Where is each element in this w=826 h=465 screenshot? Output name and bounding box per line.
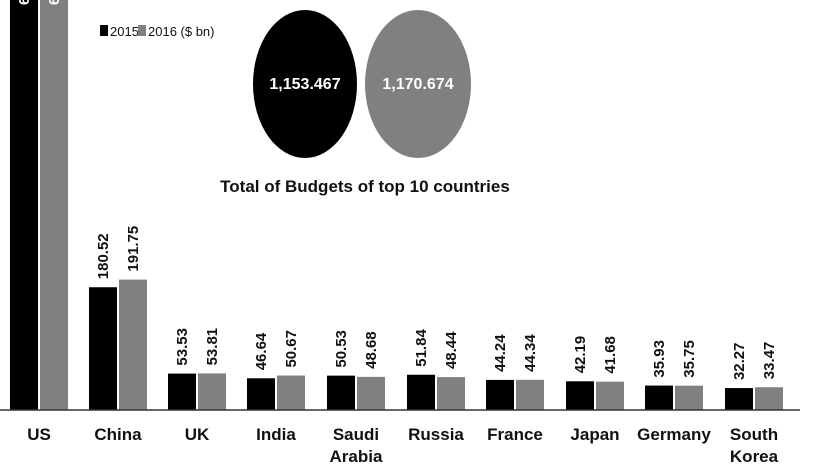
bar-japan-2016 xyxy=(596,381,624,410)
value-label-japan-2015: 42.19 xyxy=(572,336,589,374)
legend-label-2015: 2015 xyxy=(110,24,139,39)
legend-swatch-2016 xyxy=(138,25,146,36)
value-label-germany-2016: 35.75 xyxy=(681,340,698,378)
category-label-south-korea-line-2: Korea xyxy=(730,447,779,465)
value-label-us-2015: 615 xyxy=(16,0,33,5)
total-2015-value: 1,153.467 xyxy=(269,76,340,93)
category-label-saudi-arabia-line-2: Arabia xyxy=(330,447,383,465)
value-label-saudi-arabia-2016: 48.68 xyxy=(363,331,380,369)
value-label-china-2015: 180.52 xyxy=(95,233,112,279)
bar-russia-2016 xyxy=(437,377,465,410)
category-label-france: France xyxy=(487,425,543,444)
value-label-india-2015: 46.64 xyxy=(253,332,270,370)
totals-caption: Total of Budgets of top 10 countries xyxy=(220,177,510,196)
category-label-uk: UK xyxy=(185,425,210,444)
bar-south-korea-2015 xyxy=(725,388,753,410)
bar-us-2015 xyxy=(10,0,38,410)
bar-germany-2016 xyxy=(675,385,703,410)
totals-panel: 1,153.467 1,170.674 Total of Budgets of … xyxy=(220,10,510,196)
category-label-saudi-arabia-line-1: Saudi xyxy=(333,425,379,444)
bar-saudi-arabia-2016 xyxy=(357,376,385,410)
total-2016-circle xyxy=(365,10,471,158)
category-label-india: India xyxy=(256,425,296,444)
bar-saudi-arabia-2015 xyxy=(327,375,355,410)
value-label-germany-2015: 35.93 xyxy=(651,340,668,378)
value-label-japan-2016: 41.68 xyxy=(602,336,619,374)
value-label-france-2016: 44.34 xyxy=(522,334,539,372)
legend: 2015 2016 ($ bn) xyxy=(100,24,215,39)
value-label-south-korea-2016: 33.47 xyxy=(761,342,778,380)
category-labels-group: US China UK India Saudi Arabia Russia France Jap… xyxy=(27,425,778,465)
value-label-us-2016: 622 xyxy=(46,0,63,5)
total-2016-value: 1,170.674 xyxy=(382,76,453,93)
category-label-japan: Japan xyxy=(570,425,619,444)
value-label-uk-2015: 53.53 xyxy=(174,328,191,366)
bar-japan-2015 xyxy=(566,381,594,410)
legend-label-2016: 2016 ($ bn) xyxy=(148,24,215,39)
value-label-russia-2016: 48.44 xyxy=(443,331,460,369)
bar-china-2016 xyxy=(119,279,147,410)
value-labels-group: 615 622 180.52 191.75 53.53 53.81 46.64 50.67 50… xyxy=(16,0,778,380)
category-label-russia: Russia xyxy=(408,425,464,444)
category-label-china: China xyxy=(94,425,142,444)
value-label-france-2015: 44.24 xyxy=(492,334,509,372)
bar-russia-2015 xyxy=(407,374,435,410)
category-label-us: US xyxy=(27,425,51,444)
value-label-south-korea-2015: 32.27 xyxy=(731,343,748,381)
legend-swatch-2015 xyxy=(100,25,108,36)
value-label-saudi-arabia-2015: 50.53 xyxy=(333,330,350,368)
category-label-germany: Germany xyxy=(637,425,711,444)
bar-china-2015 xyxy=(89,287,117,410)
value-label-russia-2015: 51.84 xyxy=(413,329,430,367)
value-label-india-2016: 50.67 xyxy=(283,330,300,368)
bars-group xyxy=(10,0,783,410)
bar-us-2016 xyxy=(40,0,68,410)
bar-france-2016 xyxy=(516,379,544,410)
value-label-uk-2016: 53.81 xyxy=(204,328,221,366)
bar-germany-2015 xyxy=(645,385,673,410)
bar-south-korea-2016 xyxy=(755,387,783,410)
bar-india-2016 xyxy=(277,375,305,410)
bar-india-2015 xyxy=(247,378,275,410)
category-label-south-korea-line-1: South xyxy=(730,425,778,444)
total-2015-circle xyxy=(253,10,357,158)
value-label-china-2016: 191.75 xyxy=(125,226,142,272)
bar-france-2015 xyxy=(486,379,514,410)
bar-uk-2015 xyxy=(168,373,196,410)
bar-uk-2016 xyxy=(198,373,226,410)
